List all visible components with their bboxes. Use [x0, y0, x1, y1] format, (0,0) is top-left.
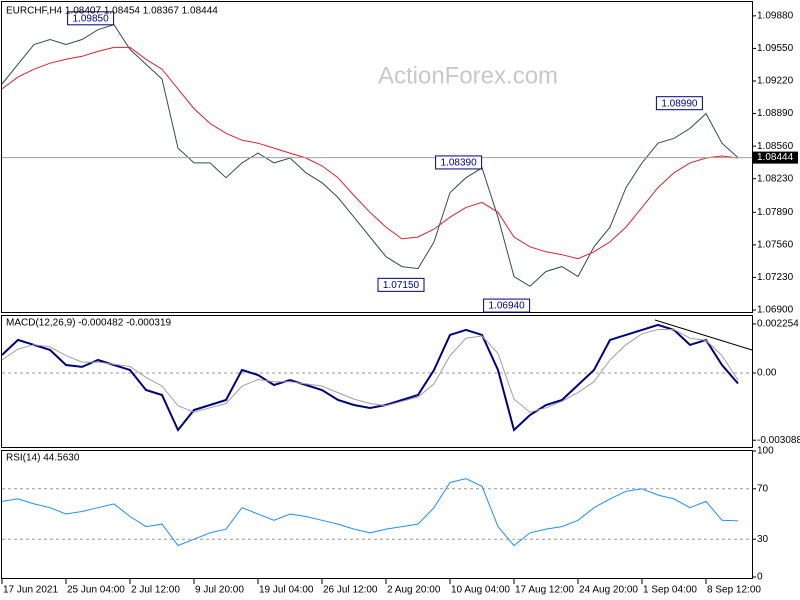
x-tick-label: 8 Sep 12:00: [707, 585, 761, 596]
x-tick-label: 10 Aug 04:00: [451, 585, 510, 596]
y-tick-label: -0.003088: [757, 435, 800, 446]
x-tick-label: 9 Jul 20:00: [195, 585, 244, 596]
series-line: [1, 329, 739, 413]
y-tick-label: 0: [757, 572, 763, 583]
annotation-box: [67, 11, 115, 26]
x-tick-label: 2 Jul 12:00: [131, 585, 180, 596]
annotation-label: 1.08990: [661, 98, 698, 109]
macd-panel-frame: [1, 315, 753, 448]
price-panel-frame: [1, 1, 753, 313]
x-tick-label: 26 Jul 12:00: [323, 585, 378, 596]
y-tick-label: 70: [757, 483, 769, 494]
x-tick-label: 1 Sep 04:00: [643, 585, 697, 596]
panel-title: RSI(14) 44.5630: [6, 453, 80, 464]
y-tick-label: 0.00: [757, 368, 777, 379]
annotation-label: 1.06940: [489, 301, 526, 312]
y-tick-label: 1.07230: [757, 272, 794, 283]
y-tick-label: 1.09550: [757, 43, 794, 54]
series-line: [1, 323, 739, 432]
y-tick-label: 1.08230: [757, 173, 794, 184]
rsi-panel-frame: [1, 450, 753, 579]
y-tick-label: 1.08890: [757, 108, 794, 119]
y-tick-label: 1.07560: [757, 240, 794, 251]
annotation-label: 1.09850: [73, 13, 110, 24]
series-line: [1, 46, 739, 260]
series-line: [1, 24, 739, 287]
x-tick-label: 17 Jun 2021: [3, 585, 58, 596]
y-tick-label: 1.09220: [757, 76, 794, 87]
x-tick-label: 19 Jul 04:00: [259, 585, 314, 596]
x-tick-label: 17 Aug 12:00: [515, 585, 574, 596]
last-price-label: 1.08444: [757, 152, 794, 163]
panel-title: EURCHF,H4 1.08407 1.08454 1.08367 1.0844…: [6, 6, 218, 17]
last-price-box: [753, 151, 798, 164]
y-tick-label: 1.07890: [757, 207, 794, 218]
y-tick-label: 1.06900: [757, 305, 794, 316]
y-tick-label: 0.002254: [757, 319, 799, 330]
y-tick-label: 1.08560: [757, 141, 794, 152]
series-line: [1, 478, 739, 547]
annotation-label: 1.07150: [383, 280, 420, 291]
y-tick-label: 1.09880: [757, 10, 794, 21]
y-tick-label: 100: [757, 446, 774, 457]
annotation-box: [377, 277, 425, 292]
x-tick-label: 2 Aug 20:00: [387, 585, 441, 596]
x-tick-label: 25 Jun 04:00: [67, 585, 125, 596]
annotation-box: [655, 96, 703, 111]
panel-title: MACD(12,26,9) -0.000482 -0.000319: [6, 318, 172, 329]
annotation-box: [435, 155, 483, 170]
x-tick-label: 24 Aug 20:00: [579, 585, 638, 596]
trend-line: [654, 319, 753, 351]
annotation-box: [483, 298, 531, 313]
watermark: ActionForex.com: [378, 62, 558, 89]
y-tick-label: 30: [757, 534, 769, 545]
annotation-label: 1.08390: [441, 158, 478, 169]
